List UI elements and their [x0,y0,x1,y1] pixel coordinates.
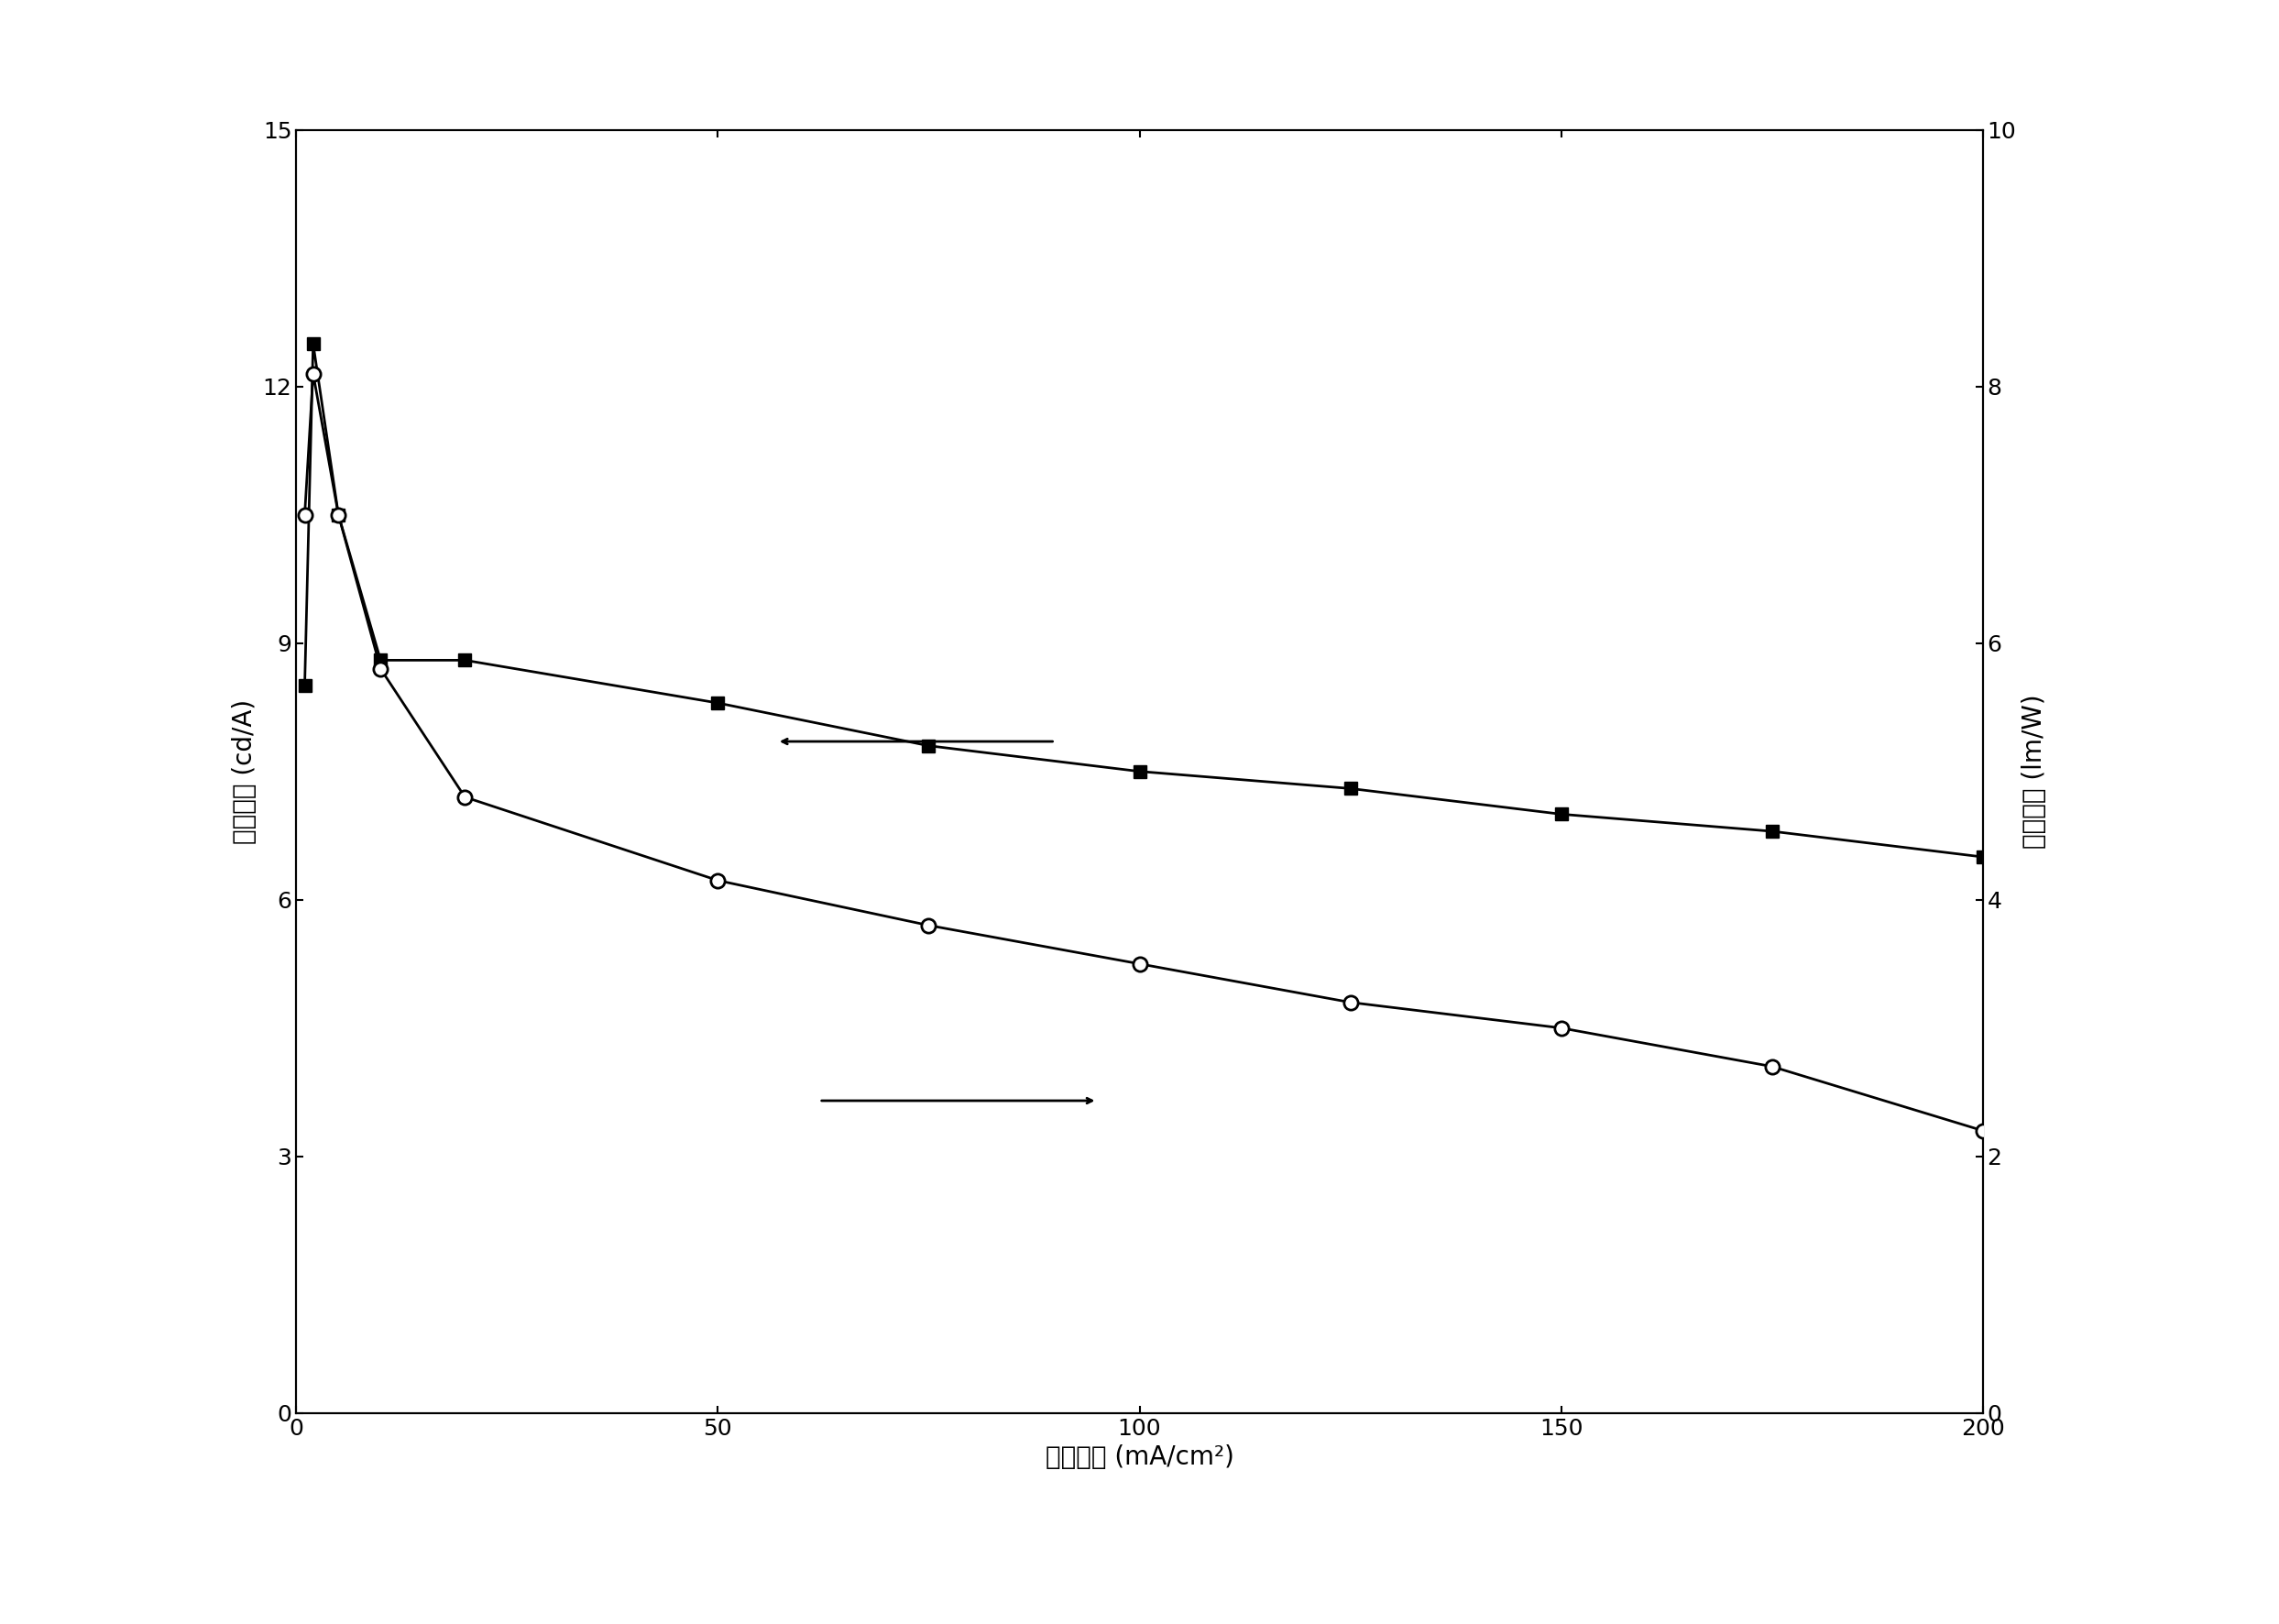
Y-axis label: 流明效率 (cd/A): 流明效率 (cd/A) [232,698,258,844]
Y-axis label: 光能效率 (lm/W): 光能效率 (lm/W) [2021,693,2047,849]
X-axis label: 电流密度 (mA/cm²): 电流密度 (mA/cm²) [1046,1444,1233,1470]
